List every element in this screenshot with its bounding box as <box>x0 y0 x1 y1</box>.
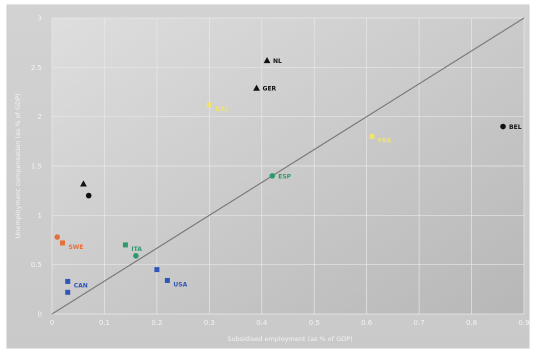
x-tick-label: 0.1 <box>99 319 110 327</box>
x-tick-label: 0.4 <box>256 319 268 327</box>
y-tick-label: 0.5 <box>31 261 42 269</box>
point-label: ESP <box>278 173 291 180</box>
point-label: ITA <box>131 246 142 253</box>
x-tick-label: 0.7 <box>414 319 425 327</box>
scatter-point <box>65 278 71 284</box>
scatter-point <box>500 123 506 130</box>
y-tick-label: 1.5 <box>31 163 42 171</box>
scatter-point <box>85 192 92 199</box>
y-axis-title: Unemployment compensation (as % of GDP) <box>14 93 22 238</box>
point-label: NL <box>273 58 282 65</box>
x-axis-ticks: 0 0.1 0.2 0.3 0.4 0.5 0.6 0.7 0.8 0.9 <box>50 319 530 327</box>
point-label: BEL <box>509 124 522 131</box>
x-tick-label: 0.5 <box>309 319 320 327</box>
scatter-point <box>154 267 160 273</box>
scatter-point <box>206 102 212 108</box>
scatter-point <box>263 57 271 64</box>
x-tick-label: 0.8 <box>466 319 477 327</box>
y-axis-ticks: 0 0.5 1 1.5 2 2.5 3 <box>31 15 42 319</box>
x-tick-label: 0.9 <box>518 319 529 327</box>
scatter-point <box>269 173 276 179</box>
scatter-point <box>133 252 139 259</box>
y-tick-label: 3 <box>38 15 42 23</box>
x-axis-title: Subsidised employment (as % of GDP) <box>227 335 352 343</box>
scatter-point <box>54 234 61 240</box>
point-label: NZL <box>215 106 228 113</box>
y-tick-label: 2.5 <box>31 64 42 72</box>
x-tick-label: 0.3 <box>204 319 215 327</box>
scatter-point <box>122 242 128 248</box>
data-points: NL GER BEL NZL FRA ESP ITA SWE USA CAN <box>54 57 522 295</box>
y-tick-label: 0 <box>38 311 42 319</box>
scatter-point <box>253 84 260 91</box>
x-tick-label: 0 <box>50 319 54 327</box>
point-label: USA <box>173 281 187 288</box>
point-label: FRA <box>378 137 392 144</box>
y-tick-label: 1 <box>38 212 42 220</box>
reference-diagonal-line <box>51 17 525 315</box>
scatter-point <box>80 180 87 187</box>
scatter-point <box>59 240 65 246</box>
point-label: CAN <box>74 282 88 289</box>
scatter-point <box>164 277 170 283</box>
point-label: GER <box>263 86 277 93</box>
x-tick-label: 0.6 <box>361 319 373 327</box>
y-tick-label: 2 <box>38 113 42 121</box>
scatter-point <box>369 133 375 139</box>
scatter-point <box>65 289 71 295</box>
x-tick-label: 0.2 <box>151 319 162 327</box>
point-label: SWE <box>68 244 83 251</box>
